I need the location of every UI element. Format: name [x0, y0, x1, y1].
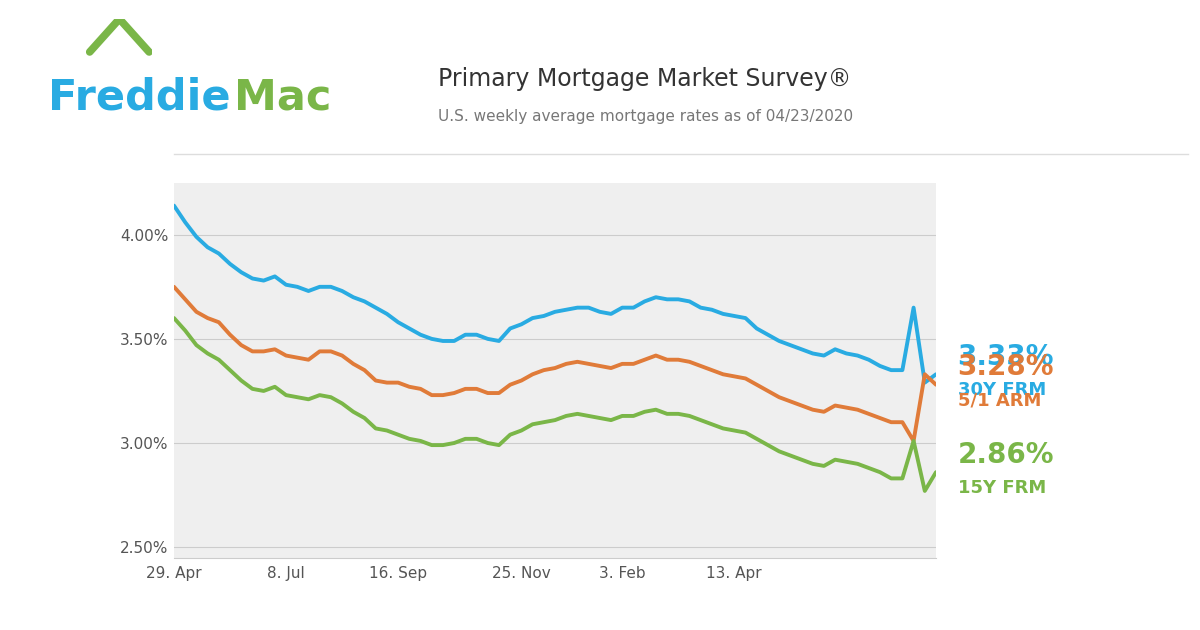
Text: Primary Mortgage Market Survey®: Primary Mortgage Market Survey® [438, 67, 851, 91]
Text: Mac: Mac [234, 77, 331, 118]
Text: 5/1 ARM: 5/1 ARM [958, 391, 1040, 410]
Text: 30Y FRM: 30Y FRM [958, 381, 1046, 399]
Text: 3.33%: 3.33% [958, 343, 1054, 370]
Text: Freddie: Freddie [48, 77, 230, 118]
Text: 15Y FRM: 15Y FRM [958, 479, 1046, 497]
Text: U.S. weekly average mortgage rates as of 04/23/2020: U.S. weekly average mortgage rates as of… [438, 109, 853, 124]
Text: 2.86%: 2.86% [958, 440, 1054, 469]
Text: 3.28%: 3.28% [958, 353, 1054, 381]
